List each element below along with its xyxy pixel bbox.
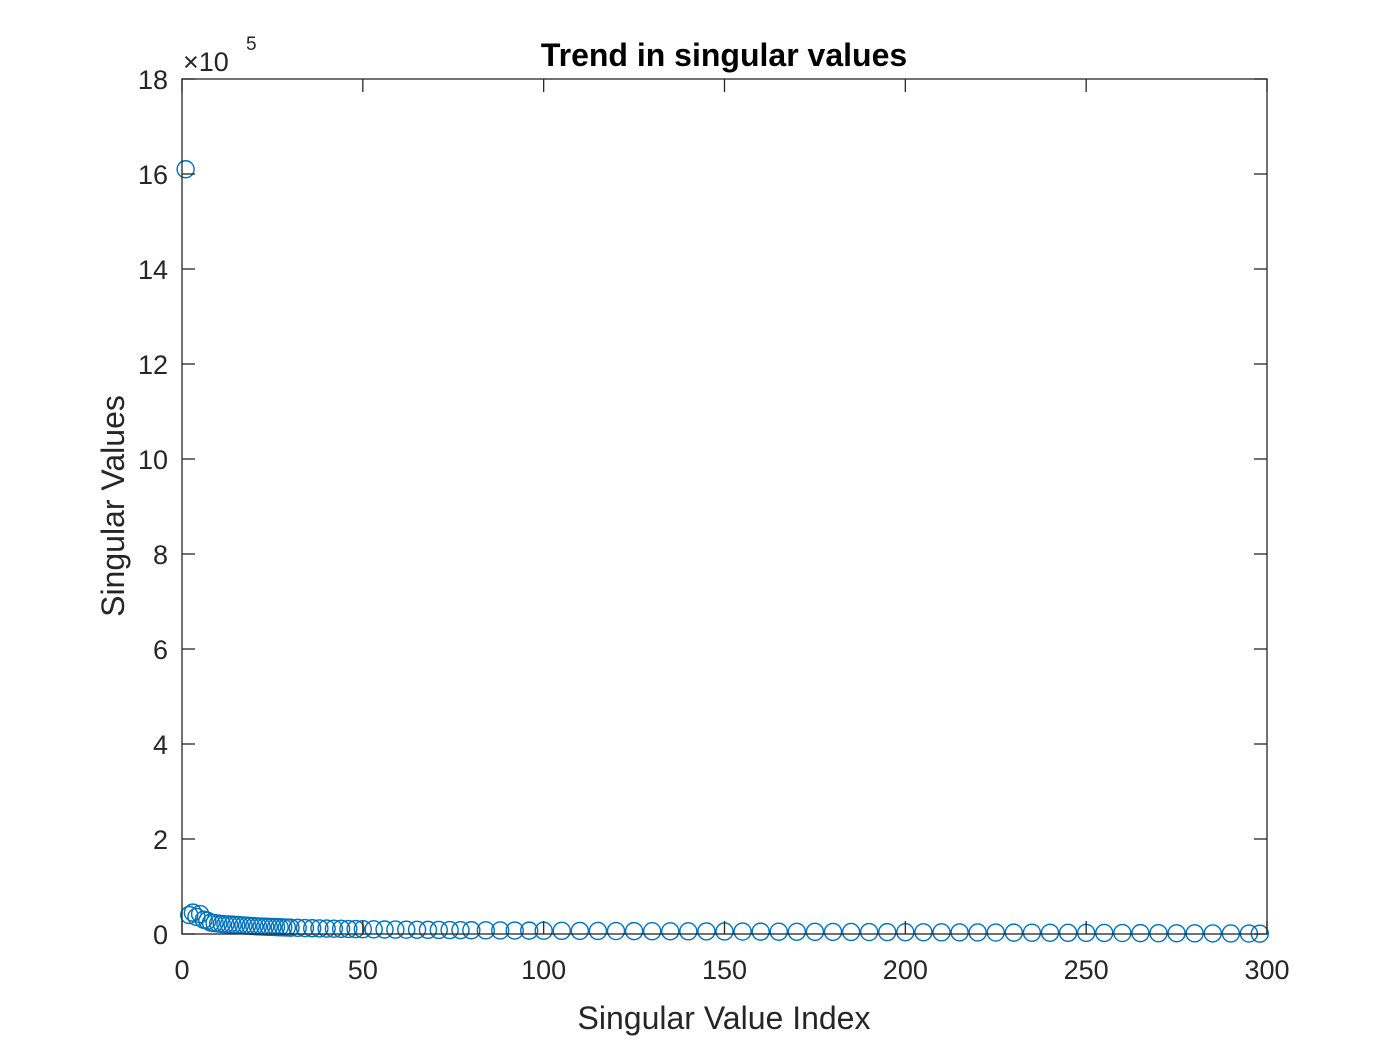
chart-title: Trend in singular values (541, 37, 907, 73)
data-point (310, 919, 329, 938)
x-tick-label: 0 (174, 955, 189, 985)
data-point (914, 923, 933, 942)
data-point (451, 920, 470, 940)
data-point (642, 921, 662, 941)
y-tick-label: 6 (153, 635, 168, 665)
y-axis-title: Singular Values (95, 395, 131, 617)
data-point (440, 920, 459, 940)
data-point (1058, 923, 1078, 943)
data-point (198, 911, 217, 930)
data-point (986, 923, 1005, 942)
data-point (418, 920, 438, 940)
data-point (751, 922, 770, 941)
data-point (1131, 923, 1150, 943)
x-tick-label: 300 (1244, 955, 1289, 985)
y-tick-label: 16 (138, 160, 168, 190)
data-point (661, 922, 680, 941)
data-point (624, 921, 644, 941)
y-tick-label: 12 (138, 350, 168, 380)
data-point (520, 921, 539, 940)
data-point (859, 922, 879, 942)
x-tick-label: 250 (1064, 955, 1109, 985)
data-point (1167, 924, 1186, 943)
data-point (1113, 923, 1132, 943)
data-point (968, 923, 987, 942)
x-tick-label: 200 (883, 955, 928, 985)
data-point (176, 160, 195, 179)
data-point (733, 922, 752, 941)
data-points (176, 160, 1269, 943)
x-tick-label: 50 (348, 955, 378, 985)
data-point (407, 920, 427, 939)
data-point (769, 922, 788, 941)
x-axis-ticks: 0 50 100 150 200 250 300 (174, 79, 1290, 985)
y-tick-label: 10 (138, 445, 168, 475)
data-point (429, 920, 448, 940)
y-tick-label: 4 (153, 730, 168, 760)
data-point (180, 905, 199, 925)
data-point (697, 922, 716, 941)
data-point (281, 918, 300, 937)
data-point (552, 921, 571, 941)
y-tick-label: 14 (138, 255, 168, 285)
y-exponent-power: 5 (246, 34, 257, 55)
data-point (375, 920, 394, 939)
data-point (295, 918, 315, 938)
data-point (787, 922, 807, 941)
y-tick-label: 2 (153, 825, 168, 855)
x-tick-label: 100 (521, 955, 566, 985)
data-point (950, 923, 969, 942)
y-exponent-base: ×10 (183, 47, 229, 77)
data-point (1095, 923, 1114, 943)
data-point (317, 919, 336, 938)
data-point (1022, 923, 1042, 942)
data-point (303, 919, 322, 938)
x-tick-label: 150 (702, 955, 747, 985)
data-point (1004, 923, 1024, 942)
data-point (679, 922, 698, 941)
data-point (1040, 923, 1060, 942)
data-point (346, 919, 365, 939)
y-tick-label: 0 (153, 920, 168, 950)
data-point (364, 920, 383, 939)
data-point (397, 920, 416, 939)
data-point (505, 921, 524, 940)
data-point (841, 922, 861, 942)
y-axis-ticks: 0 2 4 6 8 10 12 14 16 18 (138, 65, 1267, 950)
data-point (386, 920, 405, 939)
y-tick-label: 8 (153, 540, 168, 570)
data-point (932, 923, 951, 942)
data-point (462, 921, 481, 940)
data-point (353, 920, 373, 939)
data-point (588, 921, 608, 941)
data-point (331, 919, 351, 939)
data-point (1149, 923, 1168, 943)
y-axis-exponent: ×10 5 (183, 34, 257, 77)
y-tick-label: 18 (138, 65, 168, 95)
data-point (570, 921, 590, 941)
data-point (491, 921, 510, 940)
data-point (878, 922, 897, 942)
data-point (805, 922, 825, 942)
data-point (339, 919, 358, 939)
x-axis-title: Singular Value Index (578, 1000, 871, 1036)
data-point (183, 903, 203, 922)
data-point (288, 918, 307, 938)
data-point (476, 921, 495, 940)
data-point (606, 921, 626, 941)
data-point (324, 919, 344, 938)
data-point (1185, 924, 1204, 943)
data-point (823, 922, 843, 942)
